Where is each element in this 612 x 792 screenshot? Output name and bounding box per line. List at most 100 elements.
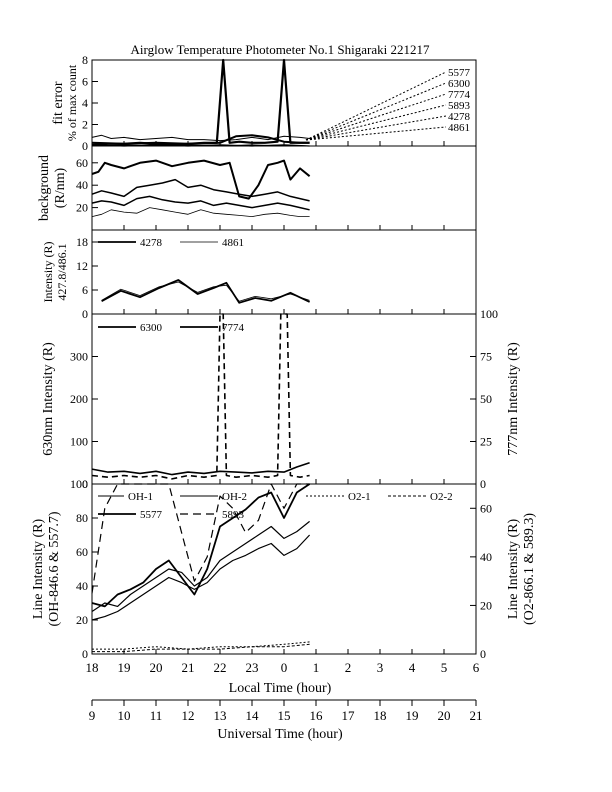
legend-5577: 5577 <box>448 67 471 79</box>
series-layer <box>91 58 311 653</box>
background-ytick-label-1: 40 <box>76 178 88 192</box>
legend-line-7774 <box>305 93 447 141</box>
line-intensity-legend: OH-1 OH-2 O2-1 O2-2 5577 5893 <box>98 491 453 521</box>
panel-0-series-7774 <box>91 134 310 145</box>
panel-1-series-trace-3 <box>91 207 310 218</box>
legend-4861-blue: 4861 <box>222 237 244 249</box>
panel-4-series-oh-1 <box>91 520 310 612</box>
legend-7774: 7774 <box>448 89 471 101</box>
intensity-blue-ylabel-2: 427.8/486.1 <box>55 243 69 300</box>
panel-0-series-4278 <box>91 144 310 147</box>
panel-2-series-4278 <box>101 279 310 304</box>
intensity_red-ytick-right-label-2: 50 <box>480 392 492 406</box>
panel-4-series-oh-2 <box>91 534 311 621</box>
intensity_red-ytick-right-label-1: 25 <box>480 435 492 449</box>
legend-4278: 4278 <box>448 111 471 123</box>
local-time-tick-10: 4 <box>409 660 416 675</box>
line-intensity-ylabel-right: Line Intensity (R) <box>506 519 521 620</box>
panel-4-series-o2-1 <box>92 641 310 650</box>
panel-3-series-7774 <box>91 313 310 480</box>
background-ytick-label-0: 20 <box>76 201 88 215</box>
universal-time-tick-3: 12 <box>182 708 195 723</box>
line_intensity-ytick-label-2: 40 <box>76 579 88 593</box>
legend-oh2: OH-2 <box>222 491 247 503</box>
background-ylabel: background <box>37 155 52 221</box>
line-intensity-ylabel-right-2: (O2-866.1 & 589.3) <box>522 513 537 625</box>
intensity_blue-ytick-label-1: 6 <box>82 283 88 297</box>
line_intensity-ytick-label-0: 0 <box>82 647 88 661</box>
line_intensity-ytick-label-5: 100 <box>70 477 88 491</box>
line_intensity-ytick-right-label-3: 60 <box>480 501 492 515</box>
universal-time-tick-1: 10 <box>118 708 131 723</box>
intensity-blue-legend: 4278 4861 <box>98 237 244 249</box>
intensity-red-legend: 6300 7774 <box>98 322 245 334</box>
local-time-tick-6: 0 <box>281 660 288 675</box>
legend-line-4861 <box>305 126 447 141</box>
intensity-red-panel-frame <box>91 313 477 485</box>
legend-oh1: OH-1 <box>128 491 153 503</box>
intensity-blue-ylabel: Intensity (R) <box>41 242 55 303</box>
line_intensity-ytick-label-4: 80 <box>76 511 88 525</box>
legend-5893-line: 5893 <box>222 509 245 521</box>
line_intensity-ytick-right-label-2: 40 <box>480 550 492 564</box>
background-ylabel-2: (R/nm) <box>53 167 68 208</box>
local-time-label: Local Time (hour) <box>229 681 332 696</box>
universal-time-tick-4: 13 <box>214 708 227 723</box>
legend-o21: O2-1 <box>348 491 371 503</box>
background-panel-frame <box>91 145 477 231</box>
intensity-red-ylabel: 630nm Intensity (R) <box>41 342 56 456</box>
intensity_blue-ytick-label-0: 0 <box>82 307 88 321</box>
panel-1-series-trace-1 <box>91 178 310 202</box>
fit_error-ytick-label-4: 8 <box>82 53 88 67</box>
line_intensity-ytick-right-label-1: 20 <box>480 598 492 612</box>
universal-time-tick-11: 20 <box>438 708 451 723</box>
legend-line-4278 <box>305 115 447 141</box>
legend-5893: 5893 <box>448 100 471 112</box>
intensity_red-ytick-label-1: 100 <box>70 435 88 449</box>
local-time-tick-1: 19 <box>118 660 131 675</box>
line-intensity-ylabel: Line Intensity (R) <box>31 519 46 620</box>
panel-0-series-5577 <box>91 58 310 146</box>
universal-time-tick-6: 15 <box>278 708 291 723</box>
fit_error-ytick-label-1: 2 <box>82 118 88 132</box>
legend-line-5893 <box>305 104 447 141</box>
legend-4278-blue: 4278 <box>140 237 163 249</box>
panel-1-series-trace-2 <box>91 195 310 211</box>
local-time-tick-5: 23 <box>246 660 259 675</box>
universal-time-label: Universal Time (hour) <box>217 727 343 742</box>
legend-7774-red: 7774 <box>222 322 245 334</box>
fit-error-ylabel-2: % of max count <box>65 64 79 141</box>
local-time-tick-0: 18 <box>86 660 99 675</box>
local-time-tick-9: 3 <box>377 660 384 675</box>
fit-error-legend-lines <box>305 71 447 141</box>
intensity_red-ytick-right-label-4: 100 <box>480 307 498 321</box>
universal-time-tick-8: 17 <box>342 708 356 723</box>
local-time-tick-3: 21 <box>182 660 195 675</box>
intensity_red-ytick-label-2: 200 <box>70 392 88 406</box>
fit-error-legend: 5577 6300 7774 5893 4278 4861 <box>448 67 471 134</box>
intensity-red-ylabel-right: 777nm Intensity (R) <box>506 342 521 456</box>
legend-4861: 4861 <box>448 122 470 134</box>
universal-time-tick-2: 11 <box>150 708 163 723</box>
legend-line-6300 <box>305 82 447 141</box>
legend-5577-line: 5577 <box>140 509 163 521</box>
local-time-tick-11: 5 <box>441 660 448 675</box>
fit_error-ytick-label-0: 0 <box>82 139 88 153</box>
fit_error-ytick-label-2: 4 <box>82 96 88 110</box>
local-time-tick-4: 22 <box>214 660 227 675</box>
panel-0-series-6300 <box>91 134 310 142</box>
panel-3-series-6300 <box>91 462 310 476</box>
legend-6300: 6300 <box>448 78 471 90</box>
local-time-tick-12: 6 <box>473 660 480 675</box>
local-time-tick-7: 1 <box>313 660 320 675</box>
universal-time-tick-9: 18 <box>374 708 387 723</box>
intensity_red-ytick-label-3: 300 <box>70 350 88 364</box>
intensity_blue-ytick-label-2: 12 <box>76 259 88 273</box>
universal-time-tick-10: 19 <box>406 708 419 723</box>
line_intensity-ytick-label-3: 60 <box>76 545 88 559</box>
local-time-tick-2: 20 <box>150 660 163 675</box>
ticks-layer: 0246820406006121801002003000255075100020… <box>70 53 498 723</box>
panel-2-series-4861 <box>101 281 310 302</box>
universal-time-tick-7: 16 <box>310 708 324 723</box>
panel-0-series-4861 <box>92 144 310 147</box>
